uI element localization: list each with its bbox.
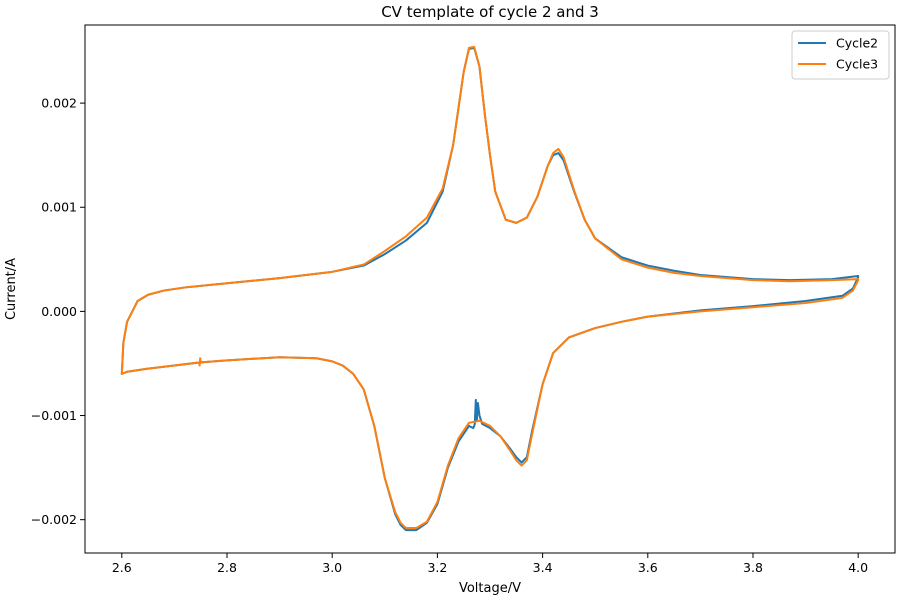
- y-tick-label: 0.000: [41, 304, 77, 319]
- x-tick-label: 3.0: [322, 560, 342, 575]
- y-axis: −0.002 −0.001 0.000 0.001 0.002: [31, 96, 85, 527]
- x-tick-label: 2.8: [217, 560, 237, 575]
- x-axis-label: Voltage/V: [459, 581, 521, 596]
- plot-series: [120, 45, 860, 532]
- x-tick-label: 4.0: [848, 560, 868, 575]
- x-tick-label: 3.8: [743, 560, 763, 575]
- chart-title: CV template of cycle 2 and 3: [381, 3, 599, 21]
- series-line-cycle3: [120, 45, 860, 530]
- y-tick-label: −0.001: [31, 408, 77, 423]
- y-tick-label: 0.002: [41, 96, 77, 111]
- series-line-cycle2: [120, 46, 860, 532]
- x-tick-label: 3.2: [427, 560, 447, 575]
- legend-label-cycle2: Cycle2: [836, 36, 878, 51]
- y-tick-label: −0.002: [31, 512, 77, 527]
- plot-frame: [84, 24, 896, 554]
- x-axis: 2.6 2.8 3.0 3.2 3.4 3.6 3.8 4.0: [112, 553, 868, 575]
- x-tick-label: 2.6: [112, 560, 132, 575]
- legend: Cycle2 Cycle3: [791, 30, 890, 80]
- y-axis-label: Current/A: [4, 258, 19, 320]
- legend-label-cycle3: Cycle3: [836, 57, 878, 72]
- y-tick-label: 0.001: [41, 200, 77, 215]
- x-tick-label: 3.4: [533, 560, 553, 575]
- x-tick-label: 3.6: [638, 560, 658, 575]
